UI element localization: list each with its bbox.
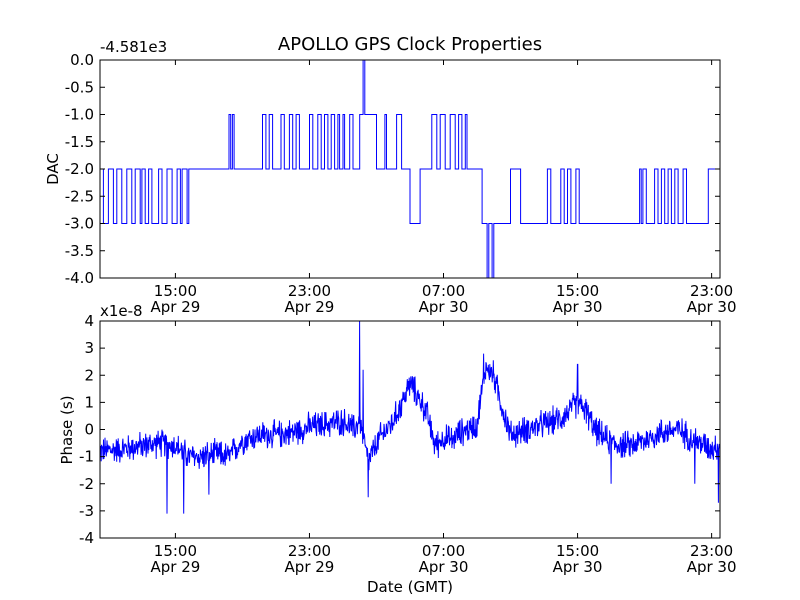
dac-y-axis-label: DAC [44,153,62,185]
phase-axes-frame [99,320,721,539]
y-tick-label: -1.5 [65,133,94,151]
x-tick-time-label: 23:00 [690,282,733,300]
dac-ticks-group: 0.0 -0.5 -1.0 -1.5 -2.0 -2.5 -3.0 -3.5 -4.0 15:00… [65,51,737,316]
y-tick-label: 4 [84,312,94,330]
x-tick-date-label: Apr 30 [553,558,603,576]
x-axis-label: Date (GMT) [367,578,453,596]
phase-series-group [99,320,721,514]
x-tick-time-label: 23:00 [288,542,331,560]
y-tick-label: -0.5 [65,78,94,96]
x-tick-time-label: 15:00 [154,542,197,560]
y-tick-label: -3 [79,502,94,520]
y-tick-label: -1 [79,448,94,466]
x-tick-time-label: 23:00 [288,282,331,300]
dac-series-line [100,59,720,279]
x-tick-date-label: Apr 30 [553,298,603,316]
phase-offset-label: x1e-8 [100,302,143,320]
x-tick-date-label: Apr 29 [150,298,200,316]
x-tick-date-label: Apr 30 [419,558,469,576]
x-tick-time-label: 15:00 [154,282,197,300]
y-tick-label: 1 [84,393,94,411]
phase-y-axis-label: Phase (s) [58,395,76,464]
dac-offset-label: -4.581e3 [100,38,167,56]
phase-plot-area [100,321,720,538]
dac-panel: 0.0 -0.5 -1.0 -1.5 -2.0 -2.5 -3.0 -3.5 -4.0 15:00… [44,38,737,316]
x-tick-time-label: 15:00 [556,282,599,300]
phase-series-line [99,320,721,514]
y-tick-label: -2 [79,475,94,493]
x-tick-time-label: 23:00 [690,542,733,560]
x-tick-date-label: Apr 29 [285,298,335,316]
y-tick-label: -4.0 [65,269,94,287]
y-tick-label: -2.0 [65,160,94,178]
y-tick-label: -1.0 [65,106,94,124]
chart-title: APOLLO GPS Clock Properties [278,34,542,55]
y-tick-label: -4 [79,529,94,547]
y-tick-label: 2 [84,366,94,384]
x-tick-time-label: 07:00 [422,282,465,300]
y-tick-label: -3.0 [65,215,94,233]
x-tick-time-label: 15:00 [556,542,599,560]
dac-axes-frame [99,59,721,279]
y-tick-label: 0.0 [70,51,94,69]
x-tick-date-label: Apr 29 [285,558,335,576]
x-tick-date-label: Apr 30 [419,298,469,316]
x-tick-date-label: Apr 29 [150,558,200,576]
x-tick-time-label: 07:00 [422,542,465,560]
y-tick-label: 0 [84,421,94,439]
y-tick-label: 3 [84,339,94,357]
y-tick-label: -3.5 [65,242,94,260]
x-tick-date-label: Apr 30 [687,558,737,576]
y-tick-label: -2.5 [65,187,94,205]
dac-series-group [100,59,720,279]
x-tick-date-label: Apr 30 [687,298,737,316]
